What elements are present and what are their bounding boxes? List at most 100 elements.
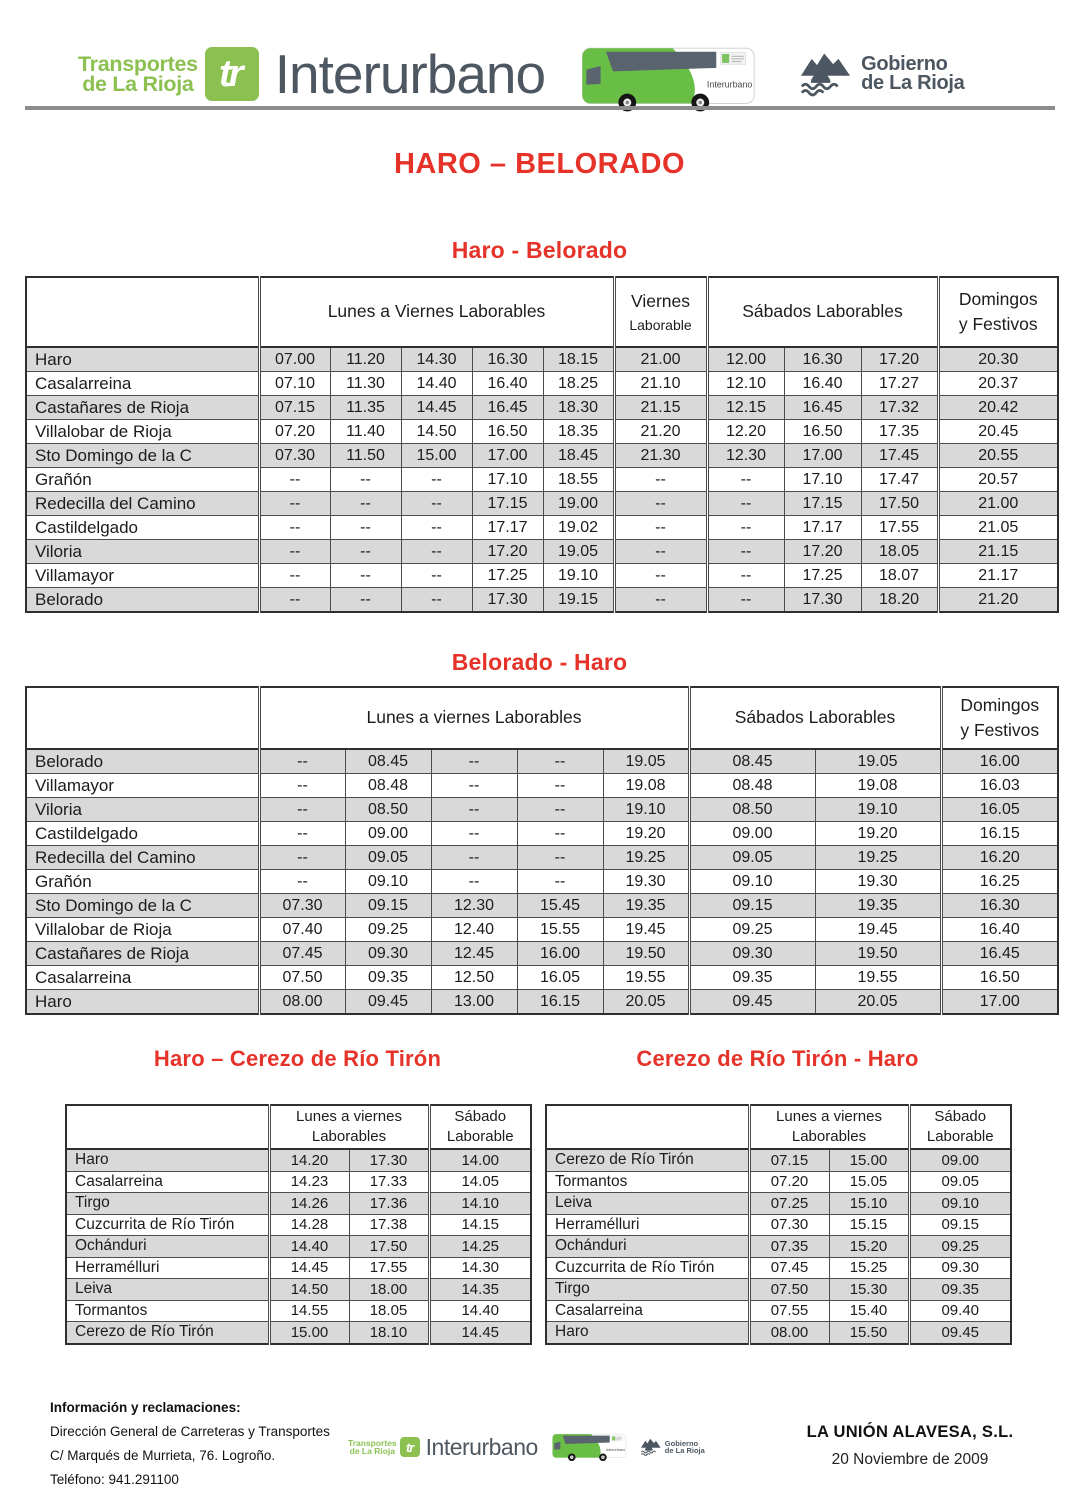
time-cell: 15.30 xyxy=(828,1278,910,1301)
time-cell: 16.15 xyxy=(939,821,1059,846)
time-cell: 07.00 xyxy=(257,346,331,372)
time-cell: 18.05 xyxy=(348,1299,430,1322)
timetable-row: Cerezo de Río Tirón 15.00 18.10 14.45 xyxy=(65,1321,532,1344)
time-cell: 09.40 xyxy=(907,1299,1012,1322)
time-cell: 17.10 xyxy=(471,467,544,492)
time-cell: -- xyxy=(329,491,402,516)
time-cell: 08.45 xyxy=(687,748,816,774)
time-cell: 18.10 xyxy=(348,1321,430,1344)
time-cell: 09.10 xyxy=(344,869,432,894)
time-cell: 07.15 xyxy=(747,1148,830,1172)
time-cell: 16.20 xyxy=(939,845,1059,870)
time-cell: -- xyxy=(329,563,402,588)
time-cell: 14.35 xyxy=(427,1278,532,1301)
column-group-header: Lunes a viernes Laborables xyxy=(257,686,690,750)
station-name: Redecilla del Camino xyxy=(25,845,260,870)
time-cell: -- xyxy=(516,748,604,774)
time-cell: 18.45 xyxy=(542,443,615,468)
time-cell: 17.45 xyxy=(860,443,939,468)
time-cell: 19.55 xyxy=(814,965,942,990)
corner-cell xyxy=(65,1104,270,1150)
footer-bus-icon xyxy=(552,1432,628,1462)
time-cell: 09.15 xyxy=(344,893,432,918)
time-cell: 09.10 xyxy=(687,869,816,894)
station-name: Leiva xyxy=(65,1278,270,1301)
timetable-row: Leiva 14.50 18.00 14.35 xyxy=(65,1278,532,1301)
time-cell: 21.20 xyxy=(936,587,1059,613)
timetable-row: Castañares de Rioja 07.15 11.35 14.45 16.45 1… xyxy=(25,395,1059,420)
station-name: Sto Domingo de la C xyxy=(25,443,260,468)
time-cell: 14.10 xyxy=(427,1192,532,1215)
time-cell: 19.55 xyxy=(602,965,690,990)
time-cell: 17.30 xyxy=(348,1148,430,1172)
time-cell: -- xyxy=(257,821,346,846)
time-cell: -- xyxy=(400,587,473,613)
time-cell: 07.40 xyxy=(257,917,346,942)
table-cerezo-haro: Lunes a viernes Laborables Sábado Laborable… xyxy=(545,1104,1012,1345)
time-cell: -- xyxy=(329,515,402,540)
timetable-row: Cuzcurrita de Río Tirón 07.45 15.25 09.30 xyxy=(545,1256,1012,1279)
time-cell: 17.32 xyxy=(860,395,939,420)
time-cell: -- xyxy=(705,587,785,613)
table-belorado-haro: Lunes a viernes Laborables Sábados Labora… xyxy=(25,686,1059,1015)
time-cell: 17.25 xyxy=(471,563,544,588)
time-cell: 18.25 xyxy=(542,371,615,396)
time-cell: -- xyxy=(705,467,785,492)
station-name: Herramélluri xyxy=(545,1213,750,1236)
time-cell: -- xyxy=(430,869,518,894)
time-cell: -- xyxy=(612,491,708,516)
time-cell: 09.00 xyxy=(687,821,816,846)
time-cell: 17.00 xyxy=(939,989,1059,1015)
column-group-header: Lunes a Viernes Laborables xyxy=(257,276,615,348)
time-cell: -- xyxy=(257,539,331,564)
timetable-row: Villamayor -- -- -- 17.25 19.10 -- -- 17.25 18.07… xyxy=(25,563,1059,588)
timetable-row: Ochánduri 14.40 17.50 14.25 xyxy=(65,1235,532,1258)
time-cell: 15.00 xyxy=(828,1148,910,1172)
info-line: C/ Marqués de Murrieta, 76. Logroño. xyxy=(50,1448,276,1463)
time-cell: 16.45 xyxy=(471,395,544,420)
time-cell: -- xyxy=(612,587,708,613)
timetable: Lunes a viernes Laborables Sábado Laborable… xyxy=(545,1104,1012,1345)
time-cell: 11.35 xyxy=(329,395,402,420)
time-cell: 09.30 xyxy=(687,941,816,966)
time-cell: 21.15 xyxy=(936,539,1059,564)
time-cell: -- xyxy=(705,563,785,588)
timetable: Lunes a viernes Laborables Sábados Labora… xyxy=(25,686,1059,1015)
time-cell: -- xyxy=(257,773,346,798)
time-cell: 17.17 xyxy=(783,515,862,540)
time-cell: 14.30 xyxy=(427,1256,532,1279)
time-cell: 16.50 xyxy=(783,419,862,444)
station-name: Viloria xyxy=(25,539,260,564)
station-name: Villamayor xyxy=(25,563,260,588)
time-cell: 14.23 xyxy=(267,1170,350,1193)
time-cell: 09.35 xyxy=(344,965,432,990)
timetable-row: Castildelgado -- -- -- 17.17 19.02 -- -- 17.17 17… xyxy=(25,515,1059,540)
time-cell: -- xyxy=(329,467,402,492)
time-cell: 20.45 xyxy=(936,419,1059,444)
brand-line2: de La Rioja xyxy=(82,72,194,96)
contact-info: Información y reclamaciones: Dirección G… xyxy=(50,1396,330,1490)
time-cell: 16.05 xyxy=(939,797,1059,822)
time-cell: -- xyxy=(329,587,402,613)
column-group-header: Sábados Laborables xyxy=(705,276,939,348)
time-cell: 16.15 xyxy=(516,989,604,1015)
time-cell: -- xyxy=(257,491,331,516)
timetable-row: Villalobar de Rioja 07.40 09.25 12.40 15.55 1… xyxy=(25,917,1059,942)
time-cell: 17.36 xyxy=(348,1192,430,1215)
time-cell: 12.30 xyxy=(705,443,785,468)
time-cell: 14.15 xyxy=(427,1213,532,1236)
footer-logo-strip: Transportes de La Rioja tr Interurbano G… xyxy=(348,1426,705,1468)
time-cell: 12.30 xyxy=(430,893,518,918)
time-cell: 12.50 xyxy=(430,965,518,990)
time-cell: 07.30 xyxy=(257,893,346,918)
timetable-row: Viloria -- 08.50 -- -- 19.10 08.50 19.10 16.05 xyxy=(25,797,1059,822)
timetable: Lunes a viernes Laborables Sábado Laborable… xyxy=(65,1104,532,1345)
station-name: Sto Domingo de la C xyxy=(25,893,260,918)
tr-logo-icon: tr xyxy=(204,47,259,101)
time-cell: 15.00 xyxy=(267,1321,350,1344)
time-cell: -- xyxy=(612,563,708,588)
bus-icon xyxy=(581,43,759,114)
timetable-row: Cuzcurrita de Río Tirón 14.28 17.38 14.15 xyxy=(65,1213,532,1236)
time-cell: 19.25 xyxy=(602,845,690,870)
time-cell: 14.45 xyxy=(267,1256,350,1279)
